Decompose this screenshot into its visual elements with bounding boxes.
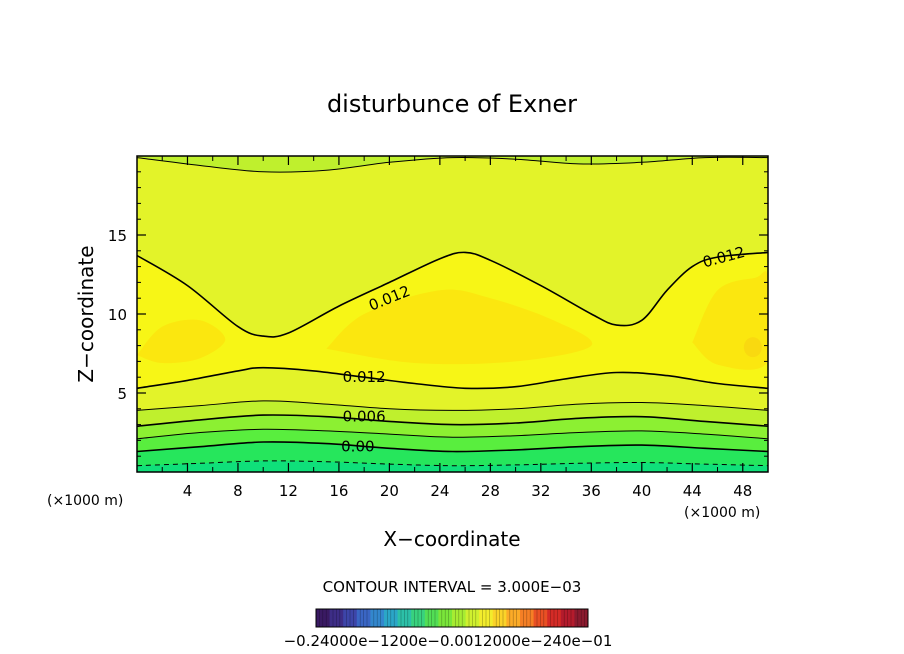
contour-line-2 xyxy=(137,400,768,411)
contour-fill xyxy=(137,156,768,472)
colorbar-swatch xyxy=(343,609,358,627)
x-tick-label: 12 xyxy=(279,482,298,500)
colorbar-swatch xyxy=(506,609,521,627)
band-peak xyxy=(743,337,762,358)
colorbar-swatch xyxy=(547,609,562,627)
colorbar-swatch xyxy=(492,609,507,627)
contour-label: 0.012 xyxy=(343,368,386,386)
x-tick-label: 24 xyxy=(430,482,449,500)
y-tick-label: 15 xyxy=(108,227,127,245)
colorbar-swatch xyxy=(438,609,453,627)
y-axis: 5 10 15 xyxy=(108,171,768,457)
x-axis: 4 8 12 16 20 24 28 32 36 40 44 48 xyxy=(161,156,752,500)
x-unit-right: (×1000 m) xyxy=(684,505,760,521)
contour-lines xyxy=(137,156,768,467)
contour-label: 0.006 xyxy=(343,408,386,426)
x-tick-label: 40 xyxy=(632,482,651,500)
contour-line-4 xyxy=(137,428,768,440)
band-top xyxy=(137,156,768,173)
colorbar-swatch xyxy=(465,609,480,627)
y-axis-label: Z−coordinate xyxy=(74,245,98,382)
band-neg xyxy=(137,460,768,472)
x-tick-label: 16 xyxy=(329,482,348,500)
colorbar-swatch xyxy=(329,609,344,627)
colorbar xyxy=(315,608,589,628)
contour-line-1 xyxy=(137,366,768,390)
y-tick-label: 5 xyxy=(117,385,127,403)
colorbar-swatch xyxy=(370,609,385,627)
contour-interval-text: CONTOUR INTERVAL = 3.000E−03 xyxy=(323,578,582,596)
x-tick-label: 28 xyxy=(481,482,500,500)
contour-line-6 xyxy=(137,460,768,467)
colorbar-swatch xyxy=(411,609,426,627)
colorbar-frame xyxy=(315,608,589,628)
colorbar-swatch xyxy=(452,609,467,627)
x-unit-left: (×1000 m) xyxy=(47,493,123,509)
x-tick-label: 4 xyxy=(183,482,193,500)
colorbar-swatch xyxy=(574,609,589,627)
y-tick-label: 10 xyxy=(108,306,127,324)
colorbar-labels: −0.24000e−1200e−0.0012000e−240e−01 xyxy=(284,632,613,650)
colorbar-swatch xyxy=(520,609,535,627)
colorbar-swatch xyxy=(397,609,412,627)
contour-line-3 xyxy=(137,414,768,427)
colorbar-swatch xyxy=(316,609,331,627)
colorbar-swatch xyxy=(560,609,575,627)
colorbar-swatch xyxy=(479,609,494,627)
colorbar-swatch xyxy=(384,609,399,627)
contour-label: 0.00 xyxy=(341,438,374,456)
x-tick-label: 32 xyxy=(531,482,550,500)
colorbar-swatch xyxy=(533,609,548,627)
contour-line-5 xyxy=(137,441,768,453)
x-tick-label: 8 xyxy=(233,482,243,500)
band-max-0 xyxy=(137,319,226,364)
x-tick-label: 20 xyxy=(380,482,399,500)
x-tick-label: 48 xyxy=(733,482,752,500)
chart-title: disturbunce of Exner xyxy=(327,90,577,118)
colorbar-swatch xyxy=(356,609,371,627)
band-max-1 xyxy=(326,289,593,365)
x-axis-label: X−coordinate xyxy=(383,527,520,551)
contour-line-7 xyxy=(137,156,768,173)
colorbar-swatch xyxy=(424,609,439,627)
x-tick-label: 44 xyxy=(683,482,702,500)
x-tick-label: 36 xyxy=(582,482,601,500)
contour-line-0 xyxy=(137,251,768,338)
